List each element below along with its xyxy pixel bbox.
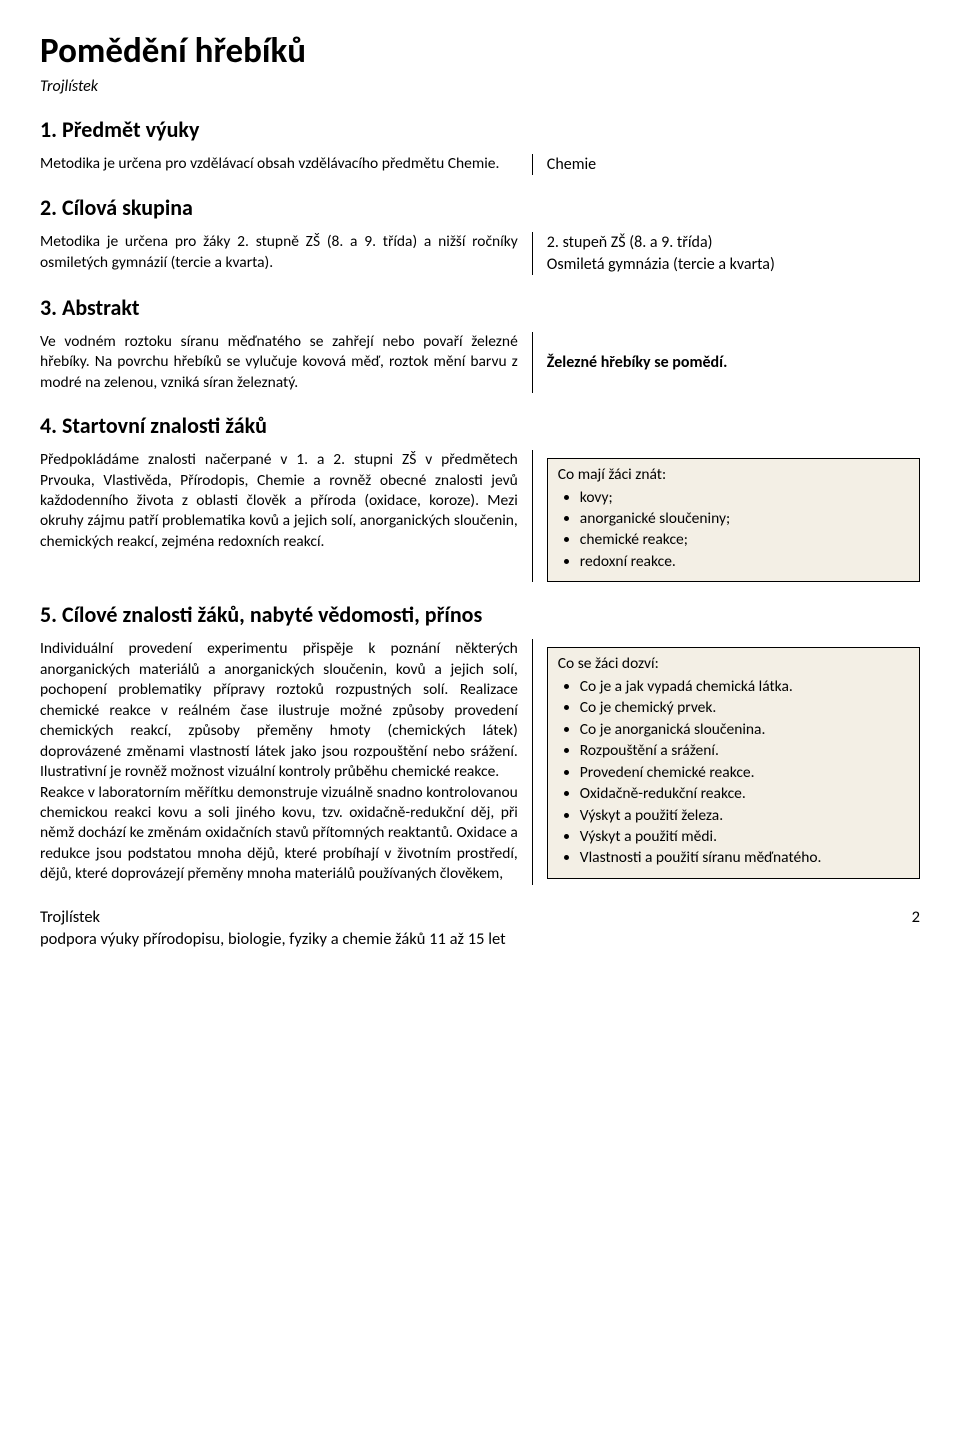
footer-left: Trojlístek podpora výuky přírodopisu, bi… xyxy=(40,907,506,951)
section-4-row: Předpokládáme znalosti načerpané v 1. a … xyxy=(40,450,920,582)
section-1-left: Metodika je určena pro vzdělávací obsah … xyxy=(40,154,533,175)
list-item: Vlastnosti a použití síranu měďnatého. xyxy=(580,848,909,868)
section-3-right: Železné hřebíky se pomědí. xyxy=(533,332,920,393)
section-4-right: Co mají žáci znát: kovy; anorganické slo… xyxy=(533,450,920,582)
section-5-box-list: Co je a jak vypadá chemická látka. Co je… xyxy=(558,677,909,869)
page-footer: Trojlístek podpora výuky přírodopisu, bi… xyxy=(40,907,920,951)
list-item: kovy; xyxy=(580,488,909,508)
section-2-row: Metodika je určena pro žáky 2. stupně ZŠ… xyxy=(40,232,920,274)
section-3-row: Ve vodném roztoku síranu měďnatého se za… xyxy=(40,332,920,393)
section-5-heading: 5. Cílové znalosti žáků, nabyté vědomost… xyxy=(40,600,920,629)
section-2-heading: 2. Cílová skupina xyxy=(40,193,920,222)
section-4-box-title: Co mají žáci znát: xyxy=(558,465,909,485)
list-item: Výskyt a použití mědi. xyxy=(580,827,909,847)
footer-line2: podpora výuky přírodopisu, biologie, fyz… xyxy=(40,929,506,951)
list-item: Co je anorganická sloučenina. xyxy=(580,720,909,740)
section-4-box-list: kovy; anorganické sloučeniny; chemické r… xyxy=(558,488,909,573)
section-5-row: Individuální provedení experimentu přisp… xyxy=(40,639,920,884)
section-5-box: Co se žáci dozví: Co je a jak vypadá che… xyxy=(547,647,920,879)
section-2-right-line1: 2. stupeň ZŠ (8. a 9. třída) xyxy=(547,232,920,253)
document-subtitle: Trojlístek xyxy=(40,76,920,97)
section-1-right-text: Chemie xyxy=(547,154,920,175)
section-4-heading: 4. Startovní znalosti žáků xyxy=(40,411,920,440)
section-1-heading: 1. Předmět výuky xyxy=(40,115,920,144)
list-item: redoxní reakce. xyxy=(580,552,909,572)
document-title: Pomědění hřebíků xyxy=(40,28,920,74)
list-item: Rozpouštění a srážení. xyxy=(580,741,909,761)
section-3-left: Ve vodném roztoku síranu měďnatého se za… xyxy=(40,332,533,393)
section-2-right-line2: Osmiletá gymnázia (tercie a kvarta) xyxy=(547,254,920,275)
footer-page-number: 2 xyxy=(912,907,920,951)
list-item: anorganické sloučeniny; xyxy=(580,509,909,529)
list-item: Co je a jak vypadá chemická látka. xyxy=(580,677,909,697)
section-4-box: Co mají žáci znát: kovy; anorganické slo… xyxy=(547,458,920,582)
list-item: Oxidačně-redukční reakce. xyxy=(580,784,909,804)
section-5-right: Co se žáci dozví: Co je a jak vypadá che… xyxy=(533,639,920,884)
section-3-right-text: Železné hřebíky se pomědí. xyxy=(547,352,920,373)
section-1-row: Metodika je určena pro vzdělávací obsah … xyxy=(40,154,920,175)
section-2-left: Metodika je určena pro žáky 2. stupně ZŠ… xyxy=(40,232,533,274)
list-item: Co je chemický prvek. xyxy=(580,698,909,718)
section-4-left: Předpokládáme znalosti načerpané v 1. a … xyxy=(40,450,533,582)
section-5-box-title: Co se žáci dozví: xyxy=(558,654,909,674)
list-item: Provedení chemické reakce. xyxy=(580,763,909,783)
section-1-right: Chemie xyxy=(533,154,920,175)
section-5-left: Individuální provedení experimentu přisp… xyxy=(40,639,533,884)
footer-line1: Trojlístek xyxy=(40,907,506,929)
list-item: Výskyt a použití železa. xyxy=(580,806,909,826)
list-item: chemické reakce; xyxy=(580,530,909,550)
section-2-right: 2. stupeň ZŠ (8. a 9. třída) Osmiletá gy… xyxy=(533,232,920,274)
section-3-heading: 3. Abstrakt xyxy=(40,293,920,322)
